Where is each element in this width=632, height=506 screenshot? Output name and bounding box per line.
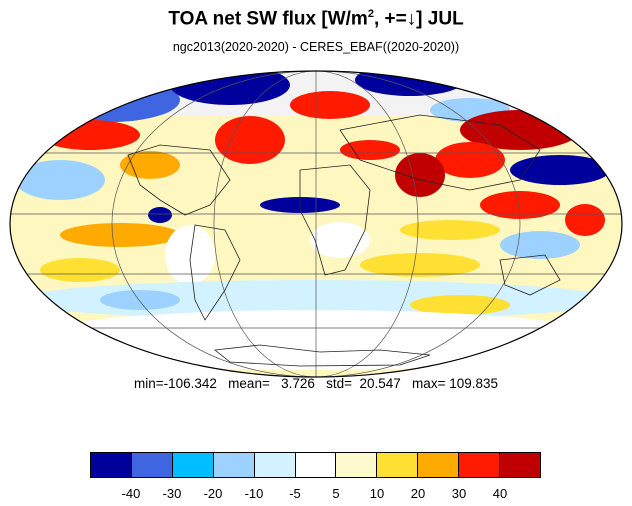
title-superscript: 2	[367, 8, 374, 20]
plot-subtitle: ngc2013(2020-2020) - CERES_EBAF((2020-20…	[172, 40, 460, 54]
colorbar-tick-label: -30	[162, 486, 182, 501]
colorbar-ticks: -40 -30 -20 -10 -5 5 10 20 30 40	[0, 486, 632, 504]
colorbar-swatch	[91, 453, 132, 477]
colorbar-swatch	[172, 453, 214, 477]
colorbar-tick-label: -40	[121, 486, 141, 501]
colorbar-tick-label: 5	[332, 486, 340, 501]
colorbar-tick-label: -20	[203, 486, 223, 501]
colorbar	[90, 452, 541, 478]
plot-title: TOA net SW flux [W/m2, +=↓] JUL	[0, 8, 632, 30]
coastlines	[127, 114, 561, 367]
colorbar-tick-label: -5	[289, 486, 301, 501]
colorbar-swatch	[131, 453, 173, 477]
colorbar-swatch	[418, 453, 460, 477]
colorbar-swatch	[377, 453, 419, 477]
colorbar-tick-label: 10	[369, 486, 385, 501]
colorbar-swatch	[254, 453, 296, 477]
colorbar-swatch	[336, 453, 378, 477]
statistics-line: min=-106.342 mean= 3.726 std= 20.547 max…	[134, 376, 498, 391]
colorbar-swatch	[213, 453, 255, 477]
title-prefix: TOA net SW flux [W/m	[168, 8, 368, 30]
colorbar-tick-label: 20	[410, 486, 426, 501]
colorbar-tick-label: 30	[451, 486, 467, 501]
globe-outline	[9, 70, 623, 378]
title-suffix: , +=↓] JUL	[373, 8, 464, 30]
colorbar-swatch	[459, 453, 501, 477]
colorbar-swatch	[500, 453, 540, 477]
graticule	[10, 71, 622, 377]
colorbar-swatch	[295, 453, 337, 477]
colorbar-tick-label: -10	[244, 486, 264, 501]
colorbar-tick-label: 40	[492, 486, 508, 501]
